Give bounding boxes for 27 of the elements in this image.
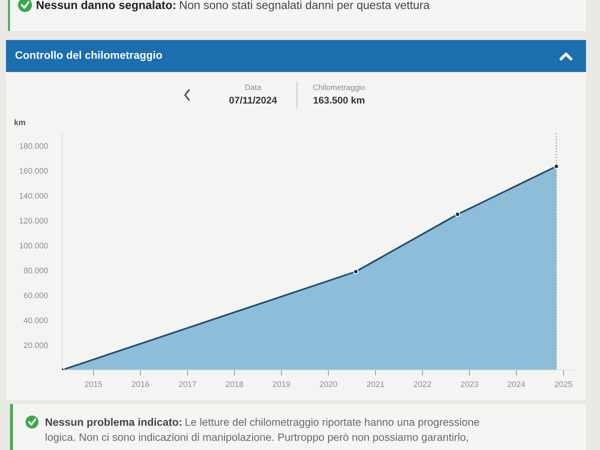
- y-tick-label: 40.000: [24, 317, 48, 324]
- x-tick-label: 2018: [226, 381, 244, 388]
- y-tick-label: 120.000: [20, 218, 48, 224]
- text: Nessun danno segnalato:: [36, 0, 176, 12]
- x-tick-label: 2020: [320, 381, 338, 388]
- x-tick-label: 2024: [508, 381, 526, 388]
- x-tick-label: 2019: [272, 381, 290, 388]
- x-tick-label: 2021: [366, 381, 384, 388]
- y-axis-title: km: [14, 119, 26, 126]
- y-tick-label: 140.000: [20, 192, 48, 199]
- y-tick-label: 160.000: [20, 168, 48, 174]
- y-tick-label: 20.000: [24, 342, 48, 348]
- text: Non sono stati segnalati danni per questa vettura: [180, 0, 430, 12]
- y-tick-label: 100.000: [20, 242, 48, 248]
- text: Nessun problema indicato:: [46, 418, 182, 428]
- chart-title: Controllo del chilometraggio: [15, 50, 162, 62]
- x-tick-label: 2017: [178, 381, 196, 388]
- y-tick-label: 80.000: [24, 268, 48, 274]
- x-tick-label: 2025: [554, 381, 572, 388]
- y-tick-label: 180.000: [20, 143, 48, 149]
- x-tick-label: 2016: [132, 381, 150, 388]
- text: 163.500 km: [314, 96, 364, 104]
- x-tick-label: 2015: [84, 381, 102, 388]
- y-tick-label: 60.000: [24, 292, 48, 298]
- text: 07/11/2024: [229, 96, 278, 104]
- x-tick-label: 2022: [414, 381, 431, 388]
- x-tick-label: 2023: [460, 381, 478, 388]
